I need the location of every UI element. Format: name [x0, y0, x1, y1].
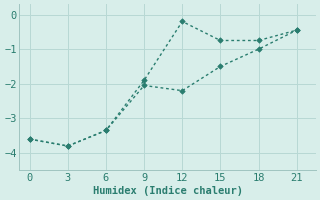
X-axis label: Humidex (Indice chaleur): Humidex (Indice chaleur): [92, 186, 243, 196]
